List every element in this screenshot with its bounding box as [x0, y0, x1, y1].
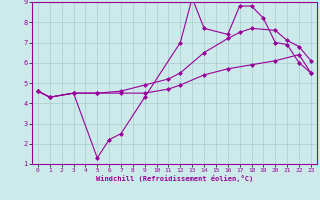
X-axis label: Windchill (Refroidissement éolien,°C): Windchill (Refroidissement éolien,°C) [96, 175, 253, 182]
